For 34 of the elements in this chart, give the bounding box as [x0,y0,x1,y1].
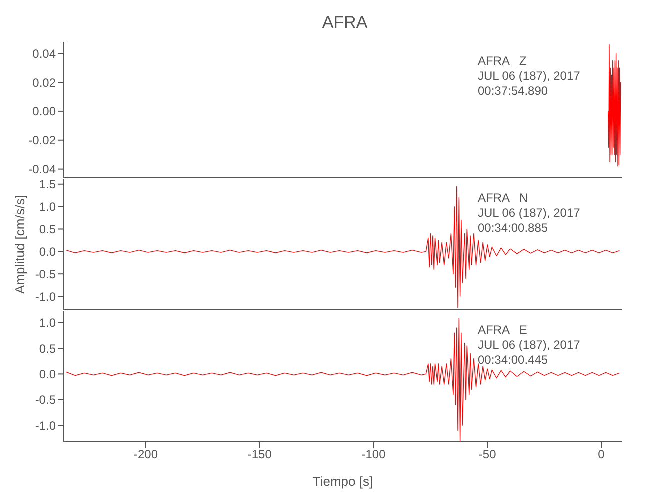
y-tick-label: -0.04 [28,162,56,177]
annotation: AFRA N [478,191,530,206]
y-tick-label: 0.04 [32,46,56,61]
annotation: 00:34:00.885 [478,221,550,236]
y-tick-label: 1.5 [39,178,56,192]
y-tick-label: -1.0 [35,290,56,304]
x-tick-label: -100 [362,448,386,462]
y-tick-label: 0.00 [32,104,56,119]
y-tick-label: 0.02 [32,76,56,90]
annotation: JUL 06 (187), 2017 [478,338,580,353]
y-tick-label: 1.0 [39,200,56,214]
annotation: 00:37:54.890 [478,84,550,99]
annotation: JUL 06 (187), 2017 [478,69,580,84]
annotation: AFRA E [478,323,528,338]
y-tick-label: 0.0 [39,244,56,259]
x-axis-title: Tiempo [s] [312,474,374,489]
x-tick-label: -150 [248,448,272,462]
y-tick-label: 1.0 [39,316,56,330]
y-tick-label: -1.0 [35,418,56,433]
line-series [608,44,622,167]
y-tick-label: 0.5 [39,342,56,356]
y-tick-label: -0.5 [35,393,56,408]
y-tick-label: 0.5 [39,222,56,237]
x-tick-label: 0 [598,448,606,462]
annotation: JUL 06 (187), 2017 [478,206,580,221]
y-tick-label: -0.5 [35,267,56,282]
y-axis-title: Amplitud [cm/s/s] [12,195,28,294]
annotation: 00:34:00.445 [478,353,550,368]
x-tick-label: -50 [478,448,497,462]
annotation: AFRA Z [478,54,528,69]
y-tick-label: 0.0 [39,367,56,382]
y-tick-label: -0.02 [28,134,56,148]
chart-title: AFRA [321,12,369,34]
x-tick-label: -200 [134,448,158,462]
